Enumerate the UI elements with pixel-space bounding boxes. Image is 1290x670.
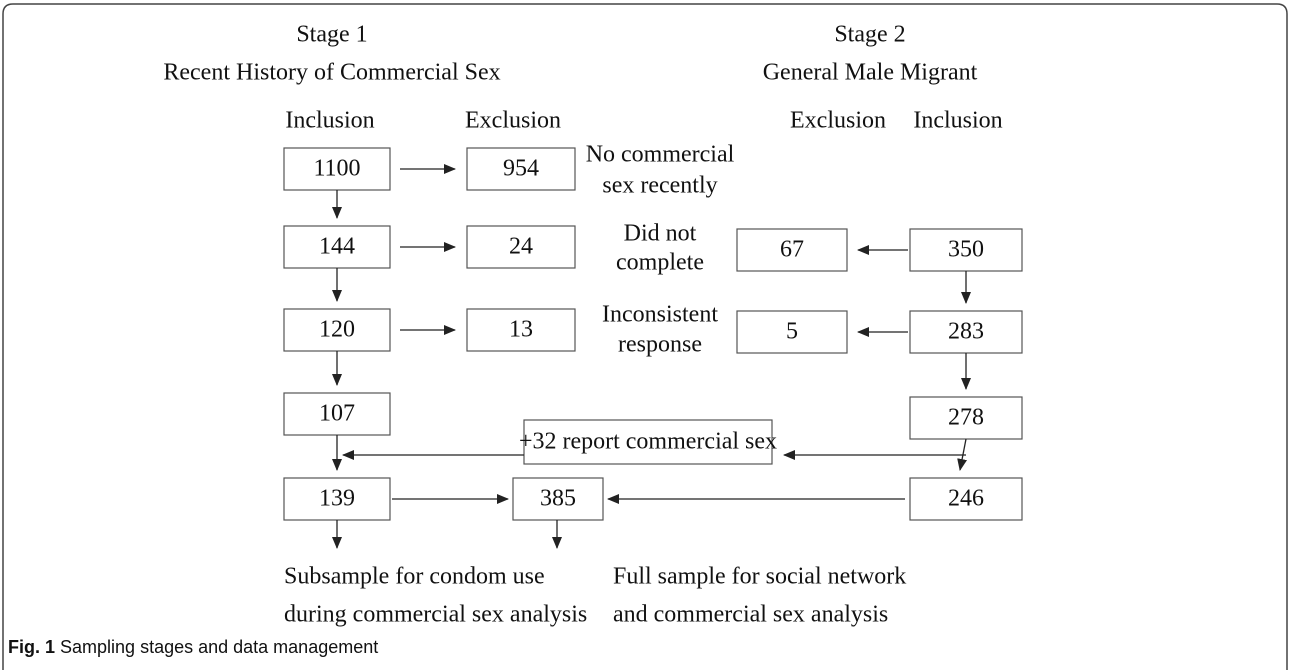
outcome: Subsample for condom use bbox=[284, 564, 545, 590]
box-label: 67 bbox=[780, 237, 804, 263]
stage-title: Stage 1 bbox=[296, 22, 367, 48]
box bbox=[736, 228, 848, 272]
stage-subtitle: General Male Migrant bbox=[763, 60, 978, 86]
box-label: 13 bbox=[509, 317, 533, 343]
box bbox=[466, 147, 576, 191]
box-label: 278 bbox=[948, 405, 984, 431]
box-label: 144 bbox=[319, 234, 355, 260]
box bbox=[283, 477, 391, 521]
note: complete bbox=[616, 250, 704, 276]
note: sex recently bbox=[602, 173, 717, 199]
caption-text: Sampling stages and data management bbox=[60, 637, 378, 657]
note: response bbox=[618, 332, 702, 358]
caption-label: Fig. 1 bbox=[8, 637, 55, 657]
box bbox=[512, 477, 604, 521]
box bbox=[523, 419, 773, 465]
column-header: Exclusion bbox=[790, 108, 886, 134]
box-label: 350 bbox=[948, 237, 984, 263]
column-header: Inclusion bbox=[913, 108, 1002, 134]
stage-title: Stage 2 bbox=[834, 22, 905, 48]
box bbox=[909, 477, 1023, 521]
box-label: 5 bbox=[786, 319, 798, 345]
box bbox=[909, 396, 1023, 440]
box bbox=[909, 228, 1023, 272]
box bbox=[909, 310, 1023, 354]
box-label: 385 bbox=[540, 486, 576, 512]
frame bbox=[2, 3, 1288, 670]
outcome: during commercial sex analysis bbox=[284, 602, 587, 628]
column-header: Inclusion bbox=[285, 108, 374, 134]
box bbox=[736, 310, 848, 354]
stage-subtitle: Recent History of Commercial Sex bbox=[163, 60, 500, 86]
column-header: Exclusion bbox=[465, 108, 561, 134]
box-label: 120 bbox=[319, 317, 355, 343]
box-label: 139 bbox=[319, 486, 355, 512]
box-label: +32 report commercial sex bbox=[519, 429, 777, 455]
outcome: Full sample for social network bbox=[613, 564, 906, 590]
note: Inconsistent bbox=[602, 302, 718, 328]
box-label: 246 bbox=[948, 486, 984, 512]
box-label: 1100 bbox=[313, 156, 360, 182]
box-label: 24 bbox=[509, 234, 533, 260]
box bbox=[283, 225, 391, 269]
box bbox=[466, 308, 576, 352]
caption: Fig. 1 Sampling stages and data manageme… bbox=[8, 637, 378, 657]
outcome: and commercial sex analysis bbox=[613, 602, 888, 628]
box-label: 954 bbox=[503, 156, 539, 182]
note: No commercial bbox=[586, 142, 735, 168]
box-label: 283 bbox=[948, 319, 984, 345]
box-label: 107 bbox=[319, 401, 355, 427]
box bbox=[283, 392, 391, 436]
box bbox=[466, 225, 576, 269]
note: Did not bbox=[624, 221, 697, 247]
